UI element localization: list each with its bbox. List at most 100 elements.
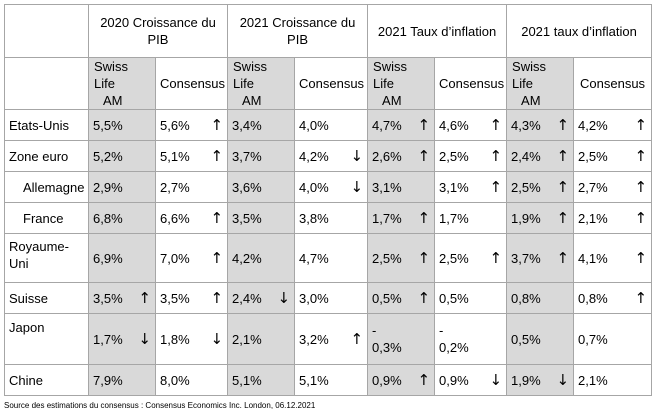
arrow-up-icon: ↑ bbox=[417, 249, 431, 267]
swiss-life-value-cell: 7,9% bbox=[88, 364, 156, 396]
value: -0,3% bbox=[372, 323, 402, 355]
consensus-header: Consensus bbox=[154, 57, 229, 110]
value: 0,9% bbox=[439, 372, 469, 388]
swiss-life-value-cell: 1,7% ↑ bbox=[367, 202, 436, 234]
consensus-value-cell: 1,8% ↓ bbox=[154, 313, 229, 365]
consensus-value-cell: 6,6% ↑ bbox=[154, 202, 229, 234]
swiss-life-value-cell: 3,4% bbox=[227, 109, 296, 141]
swiss-life-value-cell: 0,5% bbox=[506, 313, 575, 365]
consensus-value-cell: 0,8% ↑ bbox=[573, 282, 653, 314]
country-label: Japon bbox=[4, 313, 89, 365]
swiss-life-value-cell: 5,2% bbox=[88, 140, 156, 172]
consensus-value-cell: 0,5% bbox=[434, 282, 508, 314]
swiss-life-value-cell: 1,9% ↑ bbox=[506, 202, 575, 234]
consensus-value-cell: 4,0% ↓ bbox=[294, 171, 369, 203]
country-label: Royaume- Uni bbox=[4, 233, 89, 283]
consensus-value-cell: 2,1% ↑ bbox=[573, 202, 653, 234]
arrow-up-icon: ↑ bbox=[210, 116, 224, 134]
swiss-life-value-cell: 6,8% bbox=[88, 202, 156, 234]
am-label: AM bbox=[103, 93, 123, 108]
arrow-up-icon: ↑ bbox=[634, 289, 648, 307]
arrow-up-icon: ↑ bbox=[556, 249, 570, 267]
arrow-up-icon: ↑ bbox=[210, 289, 224, 307]
consensus-value-cell: 3,5% ↑ bbox=[154, 282, 229, 314]
value: 4,2% bbox=[232, 250, 262, 266]
am-label: AM bbox=[521, 93, 541, 108]
value: 2,5% bbox=[372, 250, 402, 266]
consensus-value-cell: 4,0% bbox=[294, 109, 369, 141]
swiss-life-value-cell: 3,5% ↑ bbox=[88, 282, 156, 314]
value: 5,6% bbox=[160, 117, 190, 133]
swiss-life-value-cell: 4,7% ↑ bbox=[367, 109, 436, 141]
consensus-header: Consensus bbox=[573, 57, 653, 110]
header-row-groups: 2020 Croissance du PIB 2021 Croissance d… bbox=[4, 4, 653, 58]
value: 2,7% bbox=[578, 179, 608, 195]
value: 5,5% bbox=[93, 117, 123, 133]
consensus-value-cell: 0,7% bbox=[573, 313, 653, 365]
group-header: 2021 Taux d’inflation bbox=[367, 4, 508, 58]
value: 3,1% bbox=[372, 179, 402, 195]
value: 3,5% bbox=[232, 210, 262, 226]
value: 5,1% bbox=[232, 372, 262, 388]
arrow-up-icon: ↑ bbox=[417, 209, 431, 227]
swiss-life-am-header: Swiss Life AM bbox=[88, 57, 156, 110]
table-row: Chine 7,9% 8,0% 5,1% 5,1% 0,9% ↑ 0,9% ↓ 1,9% ↓ 2,1% bbox=[4, 364, 653, 396]
value: 3,8% bbox=[299, 210, 329, 226]
swiss-life-value-cell: 3,1% bbox=[367, 171, 436, 203]
consensus-value-cell: 8,0% bbox=[154, 364, 229, 396]
swiss-life-value-cell: 4,2% bbox=[227, 233, 296, 283]
value: 5,1% bbox=[160, 148, 190, 164]
arrow-down-icon: ↓ bbox=[210, 330, 224, 348]
value: 4,3% bbox=[511, 117, 541, 133]
value: 7,9% bbox=[93, 372, 123, 388]
country-label: France bbox=[4, 202, 89, 234]
swiss-life-value-cell: 0,9% ↑ bbox=[367, 364, 436, 396]
swiss-life-value-cell: 3,6% bbox=[227, 171, 296, 203]
am-label: AM bbox=[242, 93, 262, 108]
consensus-value-cell: 3,1% ↑ bbox=[434, 171, 508, 203]
swiss-life-value-cell: 3,5% bbox=[227, 202, 296, 234]
swiss-life-value-cell: 2,5% ↑ bbox=[506, 171, 575, 203]
swiss-life-value-cell: 3,7% bbox=[227, 140, 296, 172]
table-row: Japon 1,7% ↓ 1,8% ↓ 2,1% 3,2% ↑ -0,3% -0,2% 0,5% 0,… bbox=[4, 313, 653, 365]
arrow-up-icon: ↑ bbox=[489, 147, 503, 165]
value: 3,2% bbox=[299, 331, 329, 347]
value: 6,8% bbox=[93, 210, 123, 226]
swiss-life-value-cell: 2,4% ↓ bbox=[227, 282, 296, 314]
value: 1,7% bbox=[372, 210, 402, 226]
arrow-up-icon: ↑ bbox=[556, 116, 570, 134]
table-row: France 6,8% 6,6% ↑ 3,5% 3,8% 1,7% ↑ 1,7% 1,9% ↑ 2,1… bbox=[4, 202, 653, 234]
swiss-life-value-cell: 0,8% bbox=[506, 282, 575, 314]
arrow-up-icon: ↑ bbox=[634, 147, 648, 165]
value: 1,7% bbox=[439, 210, 469, 226]
value: 4,1% bbox=[578, 250, 608, 266]
consensus-value-cell: 2,5% ↑ bbox=[573, 140, 653, 172]
value: 0,5% bbox=[372, 290, 402, 306]
consensus-value-cell: 5,1% bbox=[294, 364, 369, 396]
consensus-value-cell: 3,8% bbox=[294, 202, 369, 234]
value: 0,8% bbox=[578, 290, 608, 306]
consensus-value-cell: 2,1% bbox=[573, 364, 653, 396]
value: 6,9% bbox=[93, 250, 123, 266]
group-header: 2020 Croissance du PIB bbox=[87, 4, 229, 58]
swiss-life-am-header: Swiss Life AM bbox=[227, 57, 296, 110]
arrow-up-icon: ↑ bbox=[138, 289, 151, 307]
value: 0,9% bbox=[372, 372, 402, 388]
consensus-value-cell: 5,6% ↑ bbox=[154, 109, 229, 141]
value: 0,7% bbox=[578, 331, 608, 347]
value: 1,7% bbox=[93, 331, 123, 347]
swiss-life-value-cell: 2,5% ↑ bbox=[367, 233, 436, 283]
arrow-up-icon: ↑ bbox=[350, 330, 364, 348]
value: 4,0% bbox=[299, 117, 329, 133]
value: 1,9% bbox=[511, 372, 541, 388]
am-label: AM bbox=[382, 93, 402, 108]
consensus-header: Consensus bbox=[434, 57, 508, 110]
consensus-value-cell: 5,1% ↑ bbox=[154, 140, 229, 172]
consensus-value-cell: 4,2% ↓ bbox=[294, 140, 369, 172]
country-label: Etats-Unis bbox=[4, 109, 89, 141]
group-header: 2021 taux d’inflation bbox=[506, 4, 653, 58]
value: 2,5% bbox=[439, 148, 469, 164]
value: 0,5% bbox=[439, 290, 469, 306]
source-footnote: Source des estimations du consensus : Co… bbox=[4, 401, 316, 410]
value: 4,7% bbox=[372, 117, 402, 133]
